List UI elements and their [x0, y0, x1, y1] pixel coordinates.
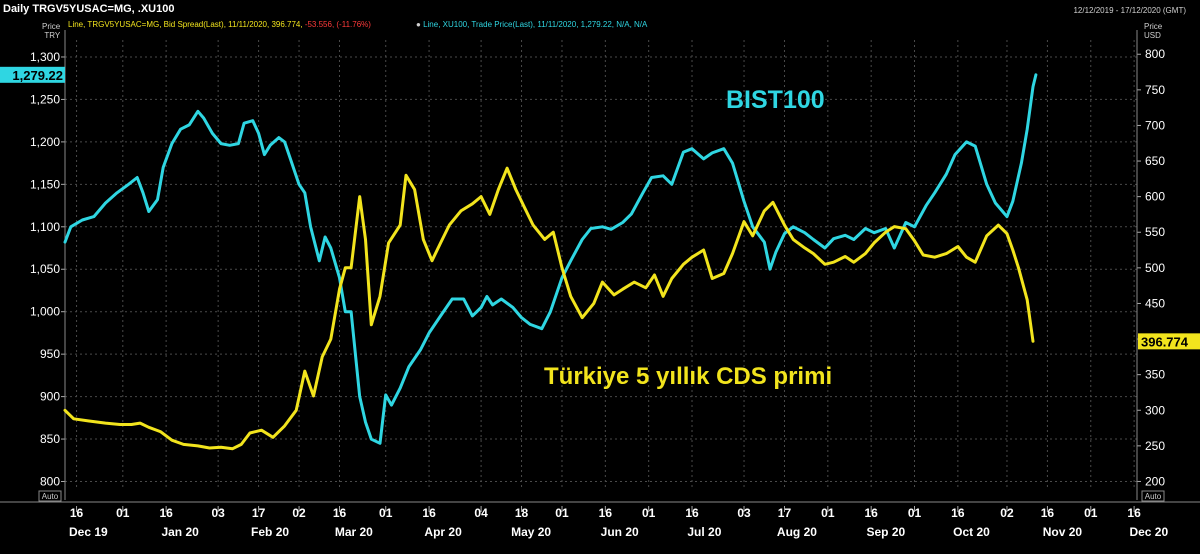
right-tick-label: 200	[1145, 474, 1165, 488]
x-month-label: Feb 20	[251, 525, 289, 539]
left-tick-label: 1,250	[30, 92, 60, 106]
x-tick-label: 16	[1041, 506, 1055, 520]
left-tick-label: 1,100	[30, 220, 60, 234]
right-tick-label: 250	[1145, 439, 1165, 453]
x-month-label: Jan 20	[161, 525, 199, 539]
x-tick-label: 02	[292, 506, 306, 520]
right-tick-label: 450	[1145, 296, 1165, 310]
x-month-label: Mar 20	[335, 525, 373, 539]
x-month-label: Sep 20	[866, 525, 905, 539]
x-tick-label: 16	[599, 506, 613, 520]
right-tick-label: 500	[1145, 261, 1165, 275]
right-tick-label: 550	[1145, 225, 1165, 239]
x-tick-label: 03	[737, 506, 751, 520]
x-tick-label: 01	[642, 506, 656, 520]
legend-cds[interactable]: Line, TRGV5YUSAC=MG, Bid Spread(Last), 1…	[68, 20, 371, 29]
left-tick-label: 1,300	[30, 50, 60, 64]
right-axis-caption-price: Price	[1144, 22, 1163, 31]
right-tick-label: 800	[1145, 47, 1165, 61]
x-month-label: Jun 20	[601, 525, 639, 539]
left-tick-label: 950	[40, 347, 60, 361]
x-month-label: Nov 20	[1043, 525, 1083, 539]
right-tick-label: 350	[1145, 368, 1165, 382]
left-tick-label: 850	[40, 432, 60, 446]
x-tick-label: 16	[685, 506, 699, 520]
left-tick-label: 800	[40, 475, 60, 489]
annotation-cds: Türkiye 5 yıllık CDS primi	[544, 363, 833, 390]
right-axis-caption-unit: USD	[1144, 31, 1161, 40]
right-tick-label: 750	[1145, 83, 1165, 97]
x-tick-label: 17	[252, 506, 266, 520]
x-tick-label: 17	[778, 506, 792, 520]
left-tick-label: 1,000	[30, 305, 60, 319]
left-tick-label: 900	[40, 390, 60, 404]
x-tick-label: 16	[70, 506, 84, 520]
chart-title: Daily TRGV5YUSAC=MG, .XU100	[3, 3, 175, 15]
x-month-label: Dec 20	[1129, 525, 1168, 539]
right-tick-label: 600	[1145, 190, 1165, 204]
left-tick-label: 1,150	[30, 177, 60, 191]
x-tick-label: 16	[1127, 506, 1141, 520]
x-tick-label: 16	[864, 506, 878, 520]
auto-left-button: Auto	[42, 492, 59, 501]
auto-right-button-box	[1141, 490, 1165, 502]
series-line-trgv5yusac-mg	[63, 166, 1035, 451]
x-tick-label: 01	[555, 506, 569, 520]
last-value-tag-xu100: 1,279.22	[12, 68, 63, 83]
x-tick-label: 01	[379, 506, 393, 520]
x-tick-label: 01	[1084, 506, 1098, 520]
right-axis-caption: Price USD	[1144, 22, 1162, 40]
x-tick-label: 16	[951, 506, 965, 520]
x-tick-label: 03	[211, 506, 225, 520]
x-tick-label: 01	[908, 506, 922, 520]
right-tick-label: 650	[1145, 154, 1165, 168]
x-month-label: Dec 19	[69, 525, 108, 539]
chart-axes	[0, 30, 1200, 512]
legend-settings-icon[interactable]: ●	[416, 20, 421, 29]
x-tick-label: 18	[515, 506, 529, 520]
x-tick-label: 01	[821, 506, 835, 520]
x-month-label: Aug 20	[777, 525, 817, 539]
left-axis-caption-price: Price	[42, 22, 61, 31]
legend-cds-text: Line, TRGV5YUSAC=MG, Bid Spread(Last), 1…	[68, 20, 303, 29]
left-axis-caption-unit: TRY	[44, 31, 61, 40]
x-tick-label: 16	[422, 506, 436, 520]
legend-xu100[interactable]: ● Line, XU100, Trade Price(Last), 11/11/…	[416, 20, 647, 29]
x-tick-label: 02	[1000, 506, 1014, 520]
auto-left-button-box	[38, 490, 62, 502]
x-month-label: Oct 20	[953, 525, 990, 539]
last-value-tag-cds-bg	[1138, 333, 1200, 350]
series-lines	[63, 73, 1038, 451]
legend-cds-change: -53.556, (-11.76%)	[304, 20, 371, 29]
annotation-bist100: BIST100	[726, 86, 825, 114]
x-tick-label: 04	[474, 506, 488, 520]
right-tick-label: 700	[1145, 118, 1165, 132]
date-range: 12/12/2019 - 17/12/2020 (GMT)	[1073, 6, 1186, 15]
left-axis-caption: Price TRY	[42, 22, 60, 40]
last-value-tag-cds: 396.774	[1141, 334, 1189, 349]
x-tick-label: 16	[159, 506, 173, 520]
x-tick-label: 16	[333, 506, 347, 520]
tick-labels: 800 850 900 950 1,000 1,050 1,100 1,150 1,200 1,2…	[0, 47, 1200, 539]
x-tick-label: 01	[116, 506, 130, 520]
series-line-xu100	[63, 73, 1038, 445]
grid-lines	[65, 40, 1137, 490]
right-tick-label: 300	[1145, 403, 1165, 417]
last-value-tag-xu100-bg	[0, 66, 65, 83]
left-tick-label: 1,050	[30, 262, 60, 276]
left-tick-label: 1,200	[30, 135, 60, 149]
auto-right-button: Auto	[1145, 492, 1162, 501]
x-month-label: Apr 20	[424, 525, 462, 539]
legend-xu100-text: Line, XU100, Trade Price(Last), 11/11/20…	[423, 20, 648, 29]
x-month-label: Jul 20	[687, 525, 721, 539]
x-month-label: May 20	[511, 525, 551, 539]
